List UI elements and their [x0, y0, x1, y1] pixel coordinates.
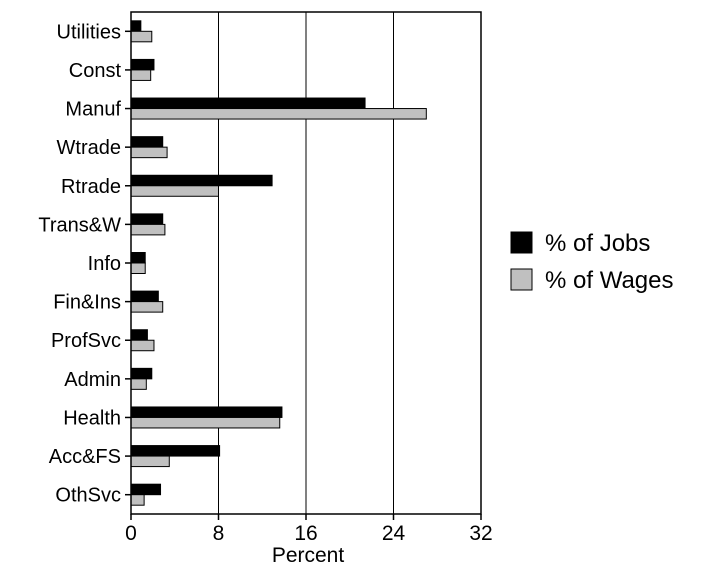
bar-wages: [130, 185, 219, 197]
category-label: Fin&Ins: [53, 292, 121, 314]
category-label: Acc&FS: [49, 446, 121, 468]
category-label: Manuf: [65, 99, 121, 121]
bar-jobs: [130, 329, 148, 341]
bar-wages: [130, 30, 153, 43]
category-label: Rtrade: [61, 176, 121, 198]
category-label: OthSvc: [55, 485, 121, 507]
bar-wages: [130, 416, 281, 429]
tick-labels: 0 8 16 24 32: [125, 522, 493, 545]
category-label: Trans&W: [38, 214, 121, 236]
category-label: ProfSvc: [51, 330, 121, 352]
bar-jobs: [130, 136, 164, 148]
legend-label: % of Wages: [545, 267, 674, 294]
category-label: Info: [88, 253, 121, 275]
category-label: Utilities: [57, 21, 121, 43]
bar-jobs: [130, 406, 283, 418]
legend: % of Jobs % of Wages: [510, 230, 674, 294]
bar-jobs: [130, 445, 221, 457]
bar-wages: [130, 108, 427, 120]
bar-jobs: [130, 97, 366, 110]
category-labels: Utilities Const Manuf Wtrade Rtrade Trans&W In…: [38, 21, 121, 506]
category-label: Health: [63, 407, 121, 429]
bar-jobs: [130, 213, 164, 225]
x-tick-label: 0: [125, 522, 137, 545]
x-tick-label: 24: [382, 522, 406, 545]
bar-jobs: [130, 252, 146, 264]
category-label: Const: [69, 60, 122, 82]
bar-wages: [130, 378, 147, 390]
bar-jobs: [130, 367, 153, 380]
bar-wages: [130, 146, 168, 159]
bar-wages: [130, 69, 152, 81]
bar-jobs: [130, 290, 159, 303]
legend-swatch-wages: [510, 268, 533, 291]
bars: [130, 20, 427, 506]
bar-wages: [130, 339, 155, 352]
x-tick-label: 16: [294, 522, 317, 545]
bar-wages: [130, 494, 145, 506]
bar-jobs: [130, 174, 273, 187]
bar-wages: [130, 301, 164, 313]
legend-label: % of Jobs: [545, 230, 650, 257]
category-label: Wtrade: [57, 137, 121, 159]
x-tick-label: 32: [469, 522, 492, 545]
legend-swatch-jobs: [510, 231, 533, 254]
bar-jobs: [130, 58, 155, 71]
bar-wages: [130, 223, 166, 236]
bar-jobs: [130, 483, 162, 496]
category-label: Admin: [64, 369, 121, 391]
bar-wages: [130, 455, 170, 468]
x-tick-label: 8: [213, 522, 225, 545]
axes: [125, 11, 482, 520]
gridlines: [218, 12, 394, 514]
bar-jobs: [130, 20, 142, 32]
x-axis-title: Percent: [272, 544, 345, 565]
bar-wages: [130, 262, 146, 274]
